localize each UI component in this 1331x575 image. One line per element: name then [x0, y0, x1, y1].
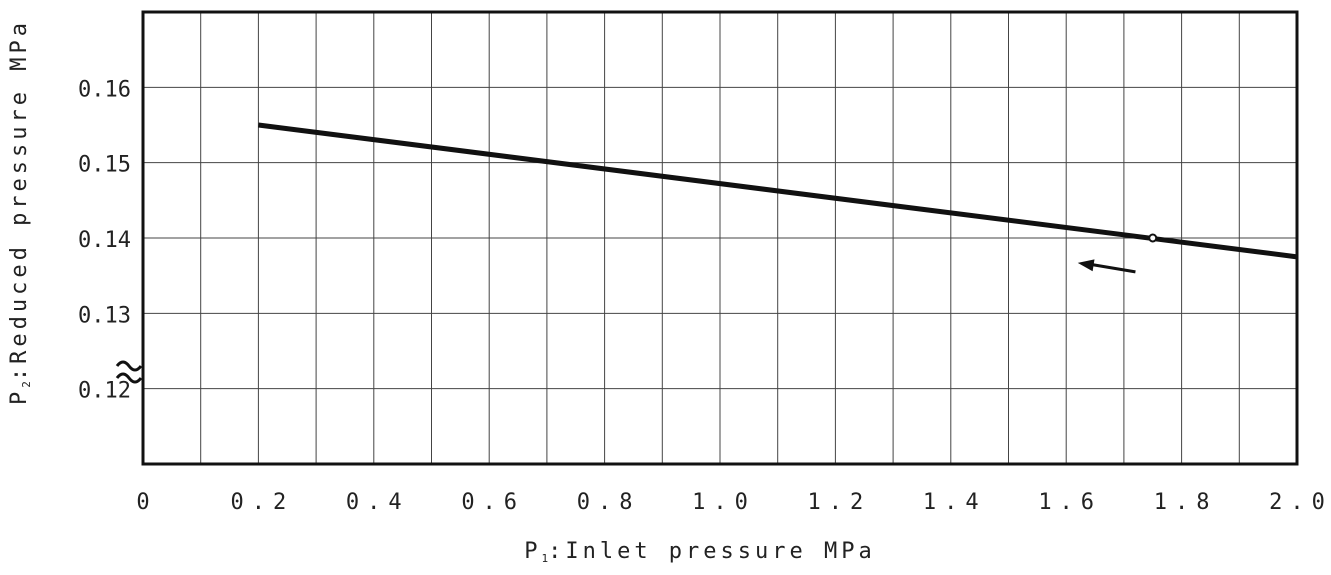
x-axis-label: P1:Inlet pressure MPa: [524, 539, 876, 565]
x-tick-label: 0.8: [577, 490, 641, 515]
x-tick-label: 2.0: [1269, 490, 1331, 515]
arrow-head: [1077, 259, 1095, 272]
x-tick-label: 0: [136, 490, 157, 515]
series-line: [258, 122, 1298, 260]
x-tick-label: 1.6: [1038, 490, 1102, 515]
axis-break-symbol: [115, 360, 143, 384]
y-tick-label: 0.16: [78, 77, 131, 102]
y-tick-label: 0.15: [78, 153, 131, 178]
x-tick-label: 1.4: [923, 490, 987, 515]
x-tick-label: 1.2: [808, 490, 872, 515]
series-layer: [258, 122, 1298, 274]
plot-frame: [141, 10, 1299, 466]
x-tick-label: 1.0: [692, 490, 756, 515]
tick-labels: 0.12 0.13 0.14 0.15 0.16 0 0.2 0.4 0.6 0.8 1.0 1.2 1…: [78, 77, 1331, 515]
y-tick-label: 0.12: [78, 379, 131, 404]
marker-point: [1148, 233, 1158, 243]
y-tick-label: 0.13: [78, 303, 131, 328]
arrow-shaft: [1087, 262, 1136, 274]
grid-lines: [143, 12, 1297, 464]
x-tick-label: 0.6: [461, 490, 525, 515]
x-tick-label: 0.2: [231, 490, 295, 515]
y-axis-label: P2:Reduced pressure MPa: [7, 19, 33, 405]
y-tick-label: 0.14: [78, 228, 131, 253]
x-tick-label: 0.4: [346, 490, 410, 515]
x-tick-label: 1.8: [1154, 490, 1218, 515]
